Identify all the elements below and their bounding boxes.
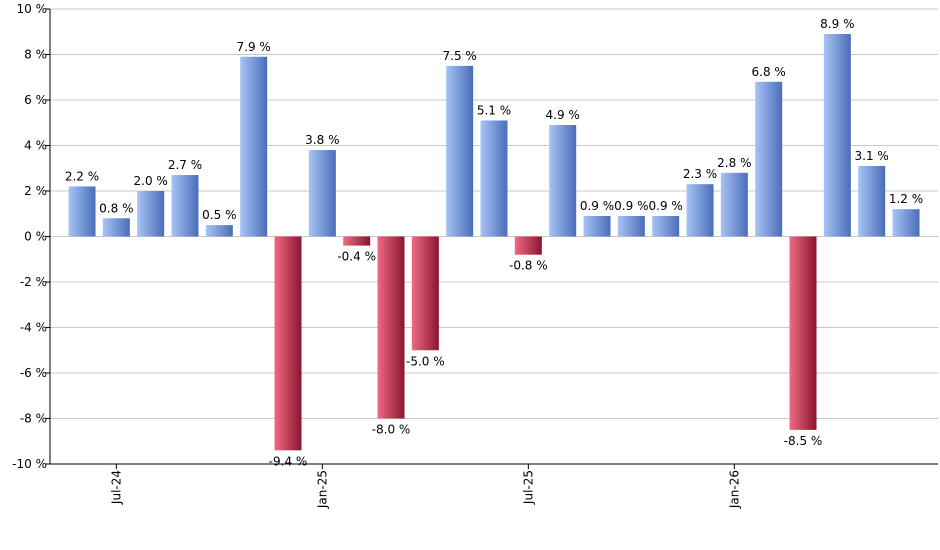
bar-value-label: -0.4 % [337,250,376,264]
bar [68,186,96,237]
bar [583,216,611,237]
bar [411,236,439,351]
y-tick-label: 0 % [24,230,47,244]
y-tick-label: -4 % [20,321,47,335]
bars [68,34,920,451]
y-axis-tick-labels: 10 % 8 % 6 % 4 % 2 % 0 % -2 % -4 % -6 % -8 % -10 % [12,2,47,471]
x-tick-label: Jul-25 [521,470,535,505]
bar [892,209,920,237]
bar-value-label: 2.8 % [717,156,751,170]
y-tick-label: 2 % [24,184,47,198]
bar-value-label: 3.1 % [855,149,889,163]
y-tick-label: -8 % [20,412,47,426]
x-tick-label: Jul-24 [109,470,123,505]
bar-value-label: 3.8 % [305,133,339,147]
bar [137,191,165,237]
bar-value-label: 1.2 % [889,192,923,206]
y-tick-label: 4 % [24,139,47,153]
bar-value-label: -9.4 % [269,454,308,468]
bar-value-label: 7.9 % [237,40,271,54]
bar [823,34,851,237]
bar [308,150,336,237]
bar-value-label: 2.0 % [134,174,168,188]
y-tick-label: -10 % [12,457,47,471]
axes [49,9,938,465]
bar [205,225,233,237]
bar [343,236,371,246]
bar [652,216,680,237]
bar-value-label: 0.9 % [580,199,614,213]
bar [240,56,268,237]
y-tick-label: -2 % [20,275,47,289]
bar-value-label: 0.9 % [649,199,683,213]
bar-value-label: -8.0 % [372,423,411,437]
y-tick-label: 6 % [24,93,47,107]
bar [274,236,302,451]
bar [789,236,817,430]
bar [480,120,508,237]
bar [377,236,405,419]
bar [549,125,577,237]
bar-value-label: -0.8 % [509,259,548,273]
bar-value-label: 0.5 % [202,208,236,222]
bar-data-labels: 2.2 % 0.8 %2.0 %2.7 % 0.5 % 7.9 % -9.4 % 3.8 … [65,17,923,468]
bar [858,165,886,237]
y-tick-label: -6 % [20,366,47,380]
x-tick-label: Jan-25 [315,470,329,509]
bar [102,218,130,237]
bar-value-label: 2.3 % [683,167,717,181]
bar [514,236,542,255]
bar-value-label: 7.5 % [443,49,477,63]
bar [446,65,474,237]
bar-value-label: 2.7 % [168,158,202,172]
bar-value-label: 5.1 % [477,103,511,117]
bar [686,184,714,237]
bar-value-label: 8.9 % [820,17,854,31]
bar-value-label: 4.9 % [546,108,580,122]
bar-value-label: -8.5 % [784,434,823,448]
bar [617,216,645,237]
bar-value-label: 2.2 % [65,169,99,183]
y-tick-label: 8 % [24,48,47,62]
x-tick-label: Jan-26 [727,470,741,509]
bar [720,172,748,237]
bar [171,175,199,237]
bar [755,81,783,237]
bar-value-label: 0.8 % [99,201,133,215]
bar-value-label: 0.9 % [614,199,648,213]
bar-value-label: -5.0 % [406,354,445,368]
x-axis-tick-labels: Jul-24 Jan-25 Jul-25 Jan-26 [109,464,741,509]
bar-value-label: 6.8 % [752,65,786,79]
y-tick-label: 10 % [17,2,48,16]
